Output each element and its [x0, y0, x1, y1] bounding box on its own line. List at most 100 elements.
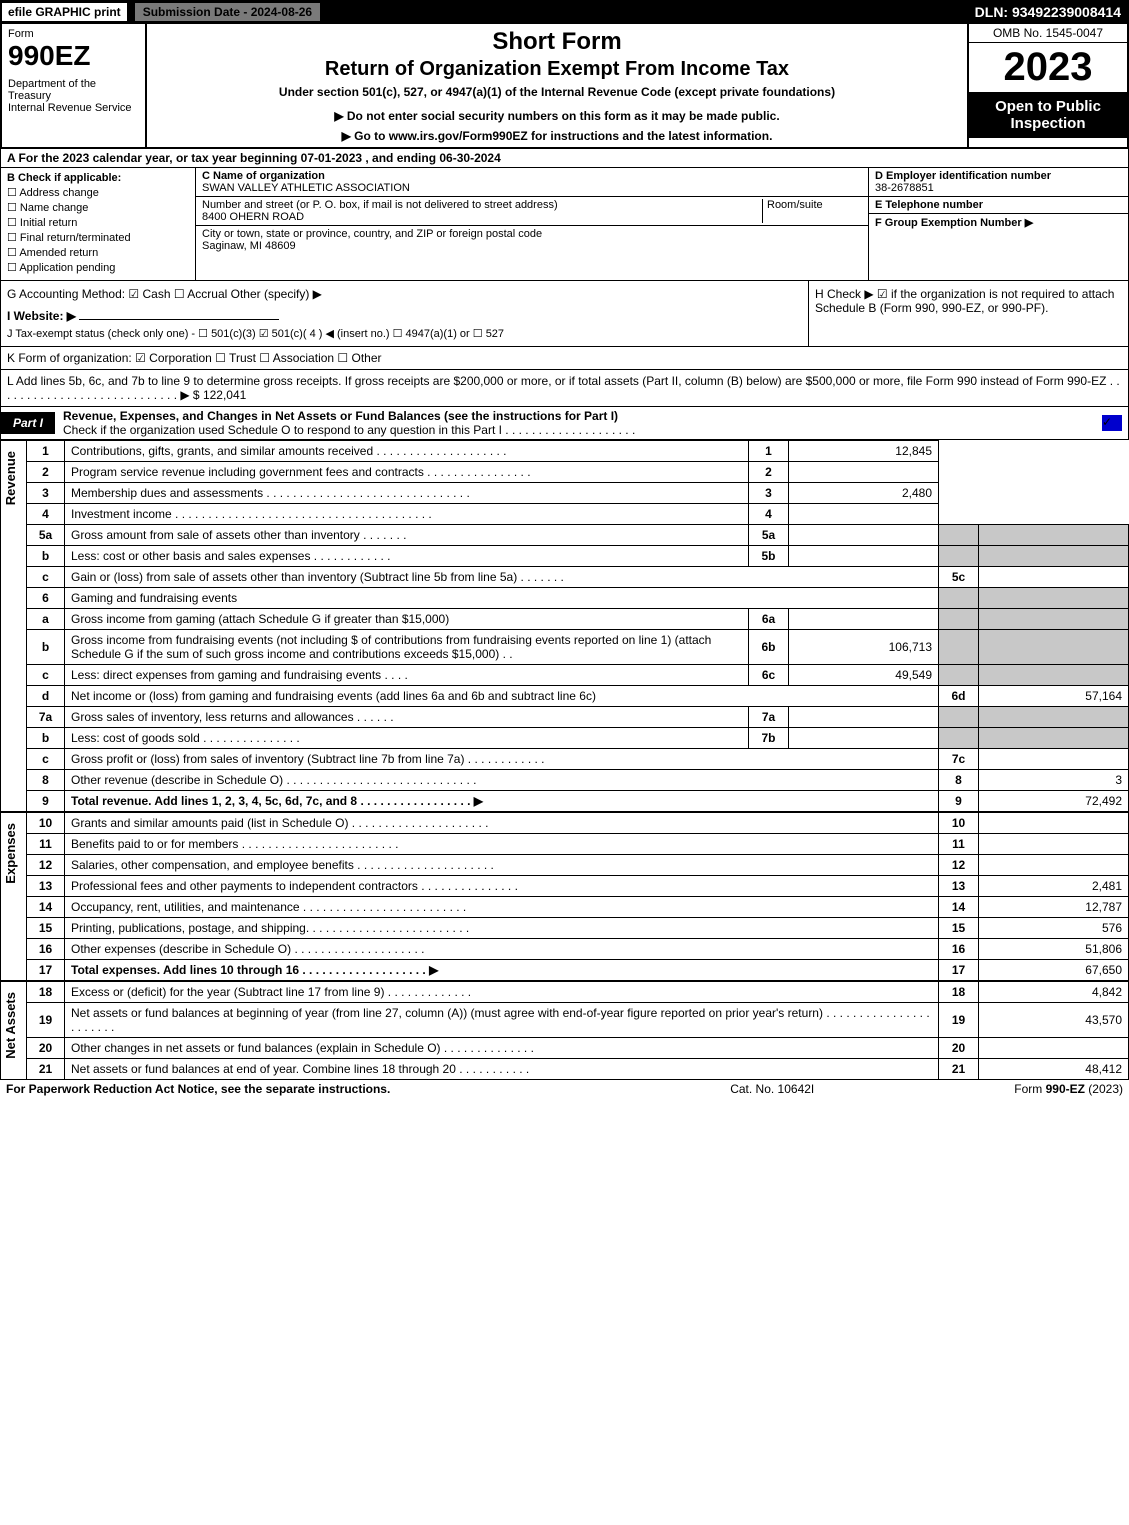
- chk-label: Application pending: [19, 262, 115, 274]
- tax-year: 2023: [969, 43, 1127, 92]
- line-subamt: [789, 525, 939, 546]
- accounting-method: G Accounting Method: ☑ Cash ☐ Accrual Ot…: [7, 287, 802, 301]
- line-num: b: [27, 630, 65, 665]
- line-num: 20: [27, 1038, 65, 1059]
- line-desc: Printing, publications, postage, and shi…: [65, 918, 939, 939]
- line-16: 16Other expenses (describe in Schedule O…: [27, 939, 1129, 960]
- netassets-group: Net Assets 18Excess or (deficit) for the…: [0, 981, 1129, 1080]
- efile-print-label[interactable]: efile GRAPHIC print: [0, 1, 129, 23]
- footer-right: Form 990-EZ (2023): [1014, 1082, 1123, 1096]
- row-a-text: A For the 2023 calendar year, or tax yea…: [7, 151, 501, 165]
- line-subamt: 49,549: [789, 665, 939, 686]
- row-l-gross-receipts: L Add lines 5b, 6c, and 7b to line 9 to …: [0, 370, 1129, 407]
- line-5c: cGain or (loss) from sale of assets othe…: [27, 567, 1129, 588]
- line-num: a: [27, 609, 65, 630]
- line-amt: 2,481: [979, 876, 1129, 897]
- line-17: 17Total expenses. Add lines 10 through 1…: [27, 960, 1129, 981]
- line-desc: Excess or (deficit) for the year (Subtra…: [65, 982, 939, 1003]
- goto-link[interactable]: ▶ Go to www.irs.gov/Form990EZ for instru…: [155, 129, 959, 143]
- chk-final-return[interactable]: ☐ Final return/terminated: [7, 231, 189, 244]
- line-ref: 18: [939, 982, 979, 1003]
- line-amt: [979, 567, 1129, 588]
- chk-initial-return[interactable]: ☐ Initial return: [7, 216, 189, 229]
- line-num: 6: [27, 588, 65, 609]
- line-6d: dNet income or (loss) from gaming and fu…: [27, 686, 1129, 707]
- line-8: 8Other revenue (describe in Schedule O) …: [27, 770, 1129, 791]
- city-label: City or town, state or province, country…: [202, 228, 542, 240]
- row-j-tax-exempt: J Tax-exempt status (check only one) - ☐…: [7, 327, 802, 340]
- line-6: 6Gaming and fundraising events: [27, 588, 1129, 609]
- line-num: 2: [27, 462, 65, 483]
- line-desc: Program service revenue including govern…: [65, 462, 749, 483]
- line-4: 4Investment income . . . . . . . . . . .…: [27, 504, 1129, 525]
- line-num: 3: [27, 483, 65, 504]
- footer-cat: Cat. No. 10642I: [730, 1082, 814, 1096]
- line-ref: 16: [939, 939, 979, 960]
- website-field[interactable]: [79, 319, 279, 320]
- line-5b: bLess: cost or other basis and sales exp…: [27, 546, 1129, 567]
- line-amt: [979, 813, 1129, 834]
- line-6c: cLess: direct expenses from gaming and f…: [27, 665, 1129, 686]
- line-amt: 12,845: [789, 441, 939, 462]
- line-ref: 5c: [939, 567, 979, 588]
- line-sub: 6a: [749, 609, 789, 630]
- org-name-label: C Name of organization: [202, 170, 325, 182]
- line-desc: Contributions, gifts, grants, and simila…: [65, 441, 749, 462]
- line-num: 15: [27, 918, 65, 939]
- part-i-title-text: Revenue, Expenses, and Changes in Net As…: [63, 409, 618, 423]
- line-ref: 1: [749, 441, 789, 462]
- line-amt: [979, 588, 1129, 609]
- city-value: Saginaw, MI 48609: [202, 240, 296, 252]
- header-right: OMB No. 1545-0047 2023 Open to Public In…: [967, 24, 1127, 147]
- line-amt: [789, 504, 939, 525]
- line-ref: 3: [749, 483, 789, 504]
- line-ref: [939, 665, 979, 686]
- line-num: 8: [27, 770, 65, 791]
- line-sub: 5b: [749, 546, 789, 567]
- line-num: b: [27, 546, 65, 567]
- line-ref: 7c: [939, 749, 979, 770]
- department-label: Department of the Treasury Internal Reve…: [8, 78, 139, 114]
- line-7b: bLess: cost of goods sold . . . . . . . …: [27, 728, 1129, 749]
- line-num: 10: [27, 813, 65, 834]
- line-ref: 13: [939, 876, 979, 897]
- line-19: 19Net assets or fund balances at beginni…: [27, 1003, 1129, 1038]
- line-amt: [979, 630, 1129, 665]
- line-desc: Net assets or fund balances at beginning…: [65, 1003, 939, 1038]
- line-amt: 51,806: [979, 939, 1129, 960]
- part-i-tab: Part I: [1, 412, 55, 434]
- line-sub: 7b: [749, 728, 789, 749]
- line-amt: 57,164: [979, 686, 1129, 707]
- revenue-group: Revenue 1Contributions, gifts, grants, a…: [0, 440, 1129, 812]
- chk-application-pending[interactable]: ☐ Application pending: [7, 261, 189, 274]
- line-desc: Professional fees and other payments to …: [65, 876, 939, 897]
- line-ref: 21: [939, 1059, 979, 1080]
- line-desc: Other expenses (describe in Schedule O) …: [65, 939, 939, 960]
- part-i-checkbox[interactable]: ✓: [1102, 415, 1122, 431]
- line-sub: 6c: [749, 665, 789, 686]
- chk-amended-return[interactable]: ☐ Amended return: [7, 246, 189, 259]
- street-value: 8400 OHERN ROAD: [202, 211, 304, 223]
- chk-name-change[interactable]: ☐ Name change: [7, 201, 189, 214]
- line-num: c: [27, 665, 65, 686]
- tel-label: E Telephone number: [875, 199, 983, 211]
- org-name-value: SWAN VALLEY ATHLETIC ASSOCIATION: [202, 182, 410, 194]
- line-amt: [979, 707, 1129, 728]
- netassets-vlabel: Net Assets: [0, 981, 26, 1080]
- part-i-title: Revenue, Expenses, and Changes in Net As…: [55, 407, 1102, 439]
- under-section-text: Under section 501(c), 527, or 4947(a)(1)…: [155, 85, 959, 99]
- line-desc: Gaming and fundraising events: [65, 588, 939, 609]
- row-h-schedule-b: H Check ▶ ☑ if the organization is not r…: [808, 281, 1128, 346]
- line-20: 20Other changes in net assets or fund ba…: [27, 1038, 1129, 1059]
- line-num: c: [27, 567, 65, 588]
- line-6a: aGross income from gaming (attach Schedu…: [27, 609, 1129, 630]
- line-ref: 15: [939, 918, 979, 939]
- line-ref: [939, 546, 979, 567]
- form-number: 990EZ: [8, 40, 139, 72]
- expenses-table: 10Grants and similar amounts paid (list …: [26, 812, 1129, 981]
- open-to-public: Open to Public Inspection: [969, 92, 1127, 138]
- chk-address-change[interactable]: ☐ Address change: [7, 186, 189, 199]
- line-sub: 5a: [749, 525, 789, 546]
- col-b-checkboxes: B Check if applicable: ☐ Address change …: [1, 168, 196, 280]
- line-2: 2Program service revenue including gover…: [27, 462, 1129, 483]
